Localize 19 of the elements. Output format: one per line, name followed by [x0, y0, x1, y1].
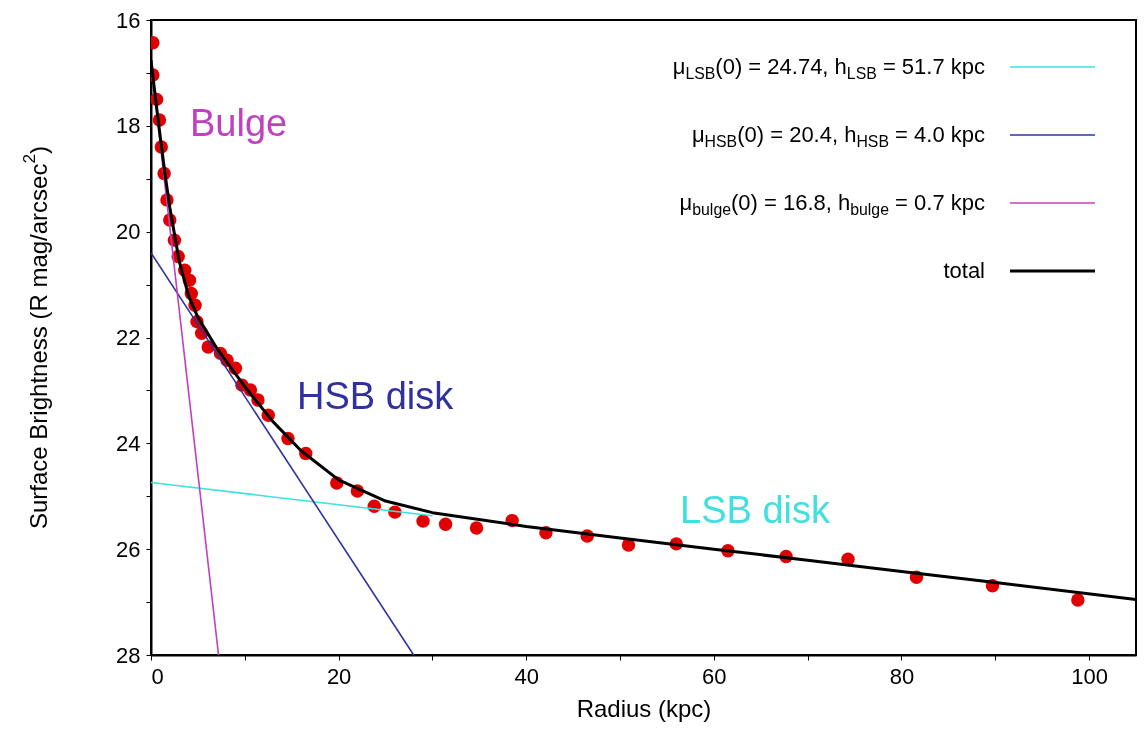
y-tick-label: 16	[116, 7, 141, 33]
x-tick-label: 60	[702, 663, 727, 689]
x-tick-label: 0	[151, 663, 164, 689]
x-tick-label: 80	[889, 663, 915, 689]
legend-label: total	[943, 258, 986, 283]
y-axis-title: Surface Brightness (R mag/arcsec2)	[19, 145, 52, 530]
annotation: Bulge	[190, 102, 288, 144]
y-tick-label: 28	[116, 642, 141, 668]
y-tick-label: 24	[116, 430, 141, 456]
x-tick-label: 40	[514, 663, 539, 689]
y-tick-label: 18	[116, 113, 141, 139]
y-tick-label: 26	[116, 536, 141, 562]
annotation: LSB disk	[680, 489, 831, 531]
x-axis-title: Radius (kpc)	[576, 694, 712, 722]
y-tick-label: 22	[116, 325, 141, 350]
x-tick-label: 20	[326, 663, 352, 689]
x-tick-label: 100	[1071, 663, 1108, 689]
annotation: HSB disk	[297, 375, 455, 417]
y-tick-label: 20	[116, 219, 141, 245]
